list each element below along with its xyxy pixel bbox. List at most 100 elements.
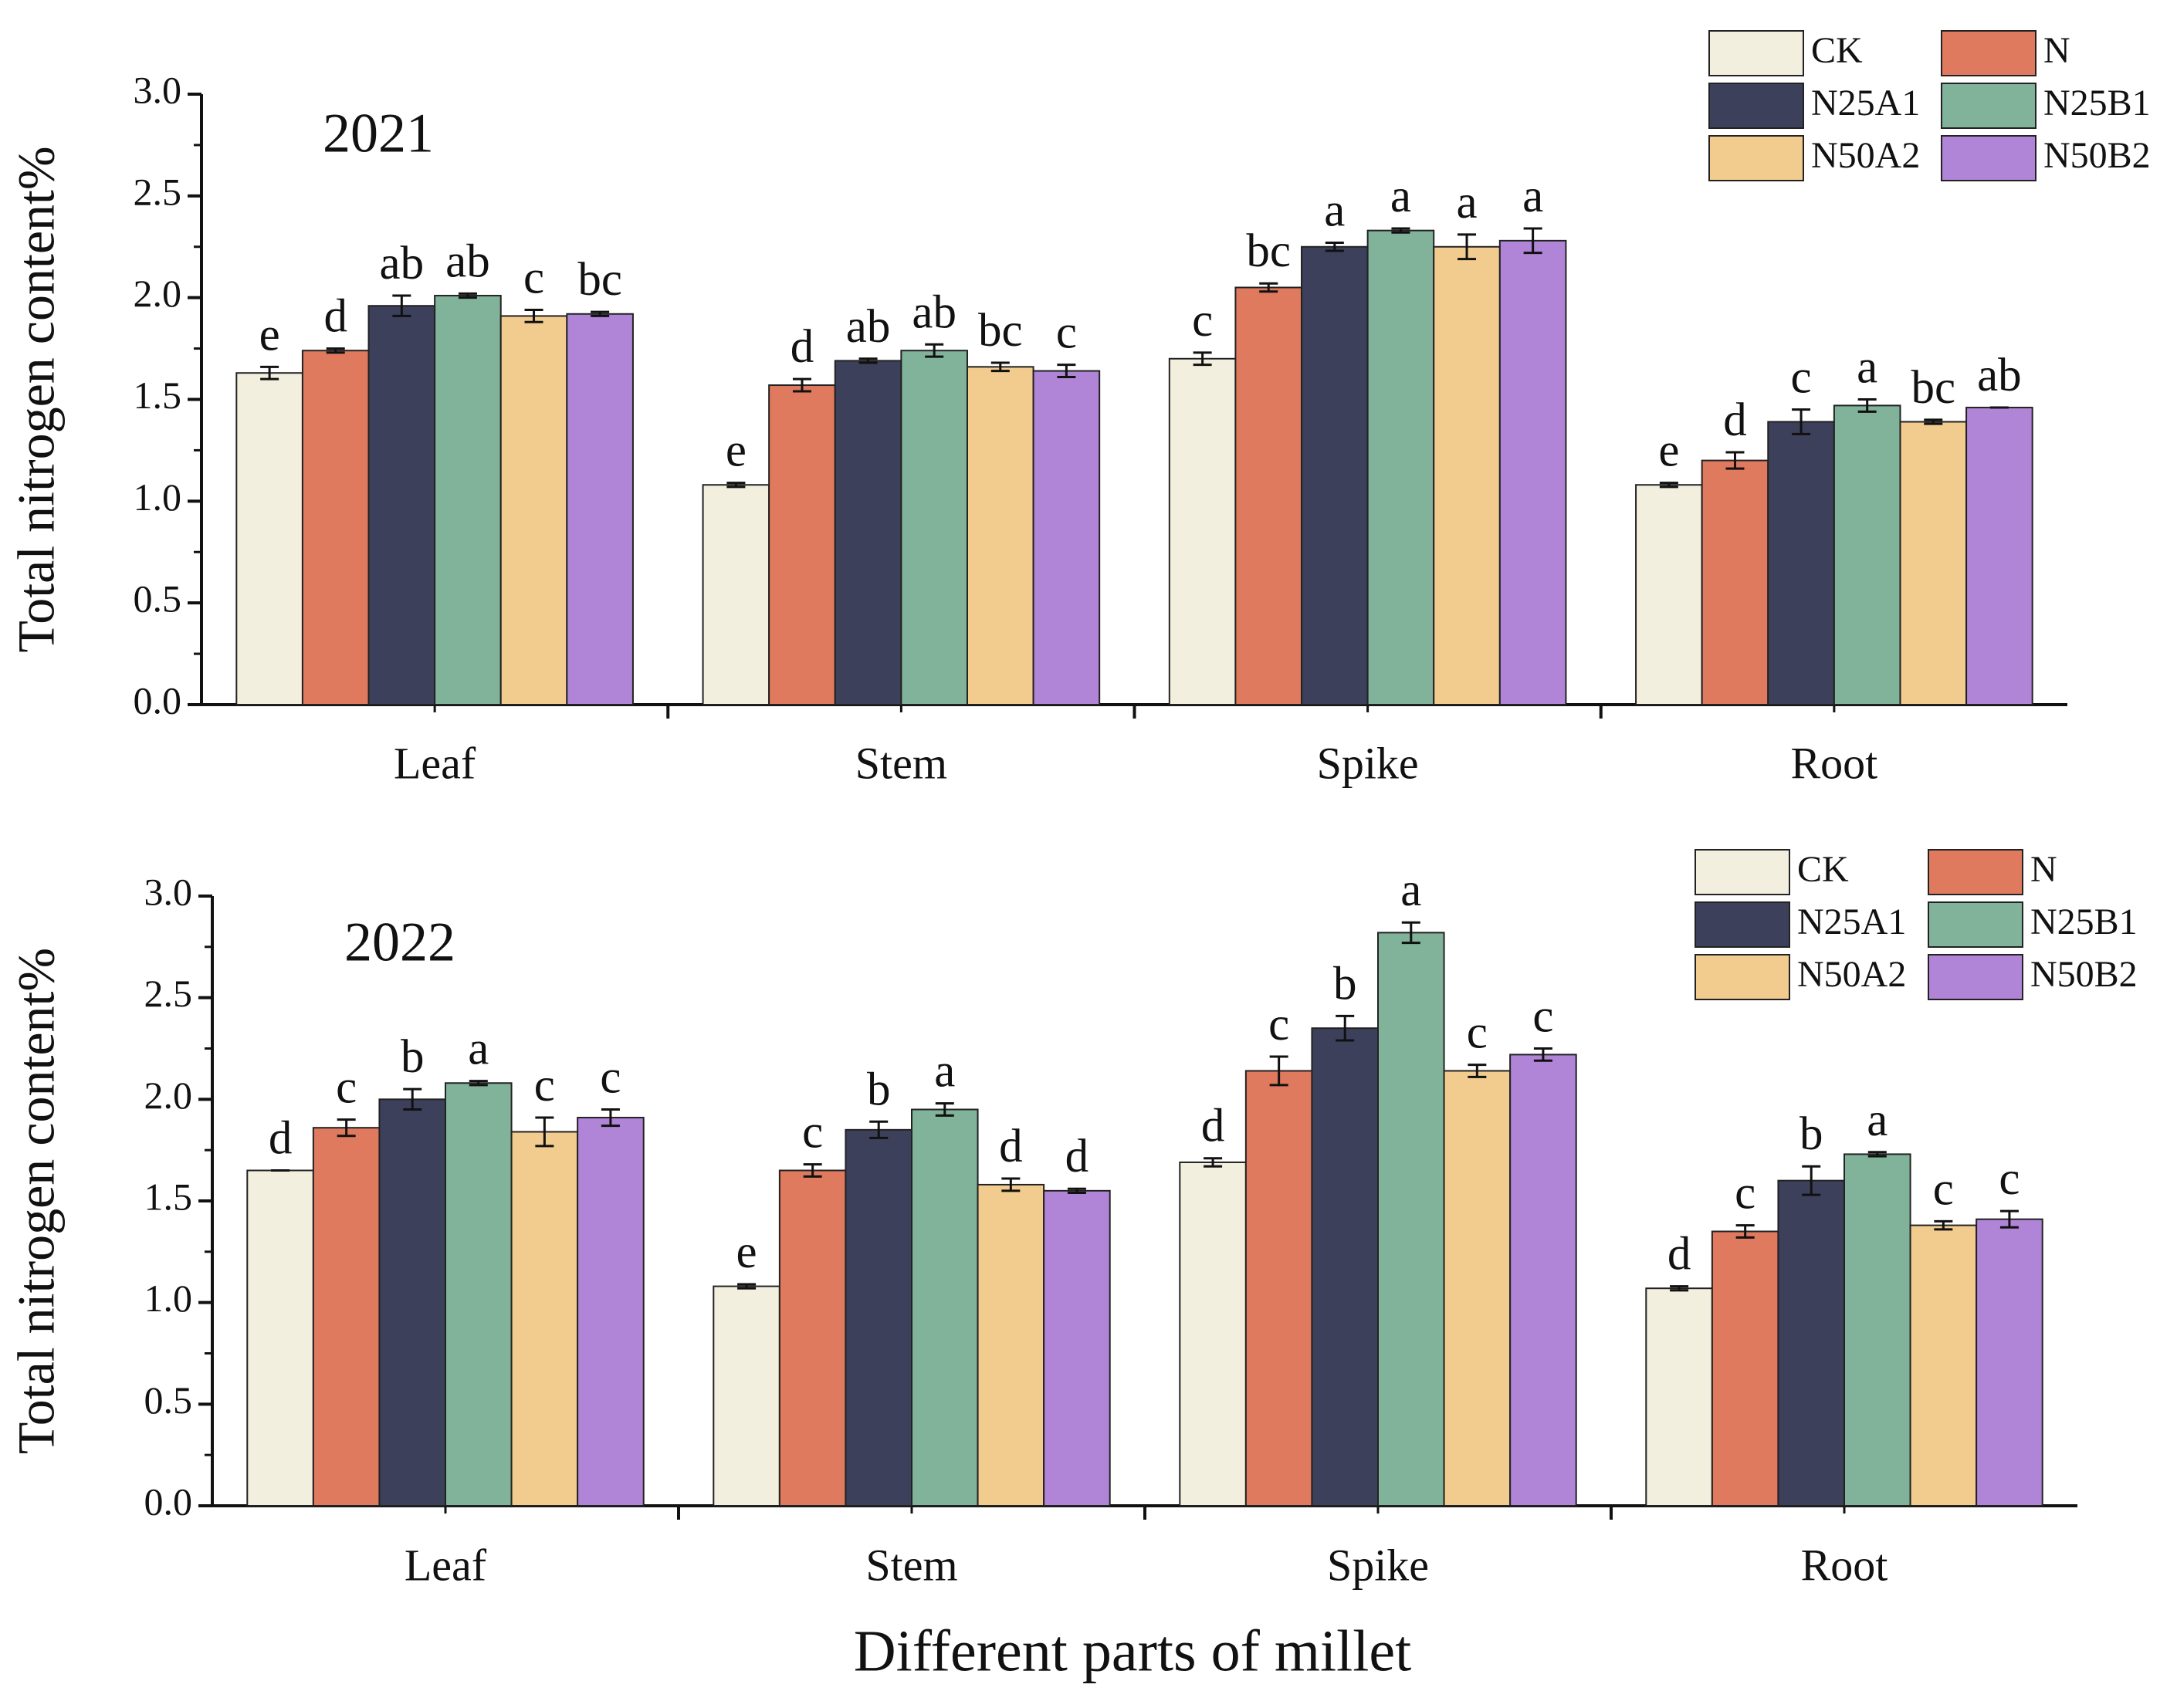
- legend-label: N25A1: [1797, 901, 1906, 942]
- y-tick-label: 3.0: [134, 68, 182, 111]
- legend-label: CK: [1797, 849, 1849, 890]
- bar: [1032, 370, 1101, 705]
- bar: [1234, 286, 1303, 705]
- error-bar: [535, 1116, 554, 1148]
- y-tick-label: 0.5: [134, 577, 182, 621]
- error-bar: [1057, 364, 1076, 378]
- error-bar: [1204, 1157, 1223, 1168]
- bar: [1498, 239, 1567, 705]
- error-bar: [1934, 1219, 1953, 1231]
- significance-letter: c: [1791, 352, 1812, 404]
- error-bar: [737, 1283, 757, 1290]
- significance-letter: d: [1201, 1101, 1225, 1152]
- bar: [1711, 1230, 1779, 1507]
- x-tick-label: Spike: [1317, 738, 1419, 788]
- significance-letter: bc: [978, 305, 1023, 357]
- significance-letter: d: [323, 291, 347, 343]
- bar: [977, 1183, 1045, 1507]
- legend-swatch: [1928, 954, 2023, 1000]
- bar: [1443, 1070, 1512, 1507]
- bar: [911, 1108, 979, 1507]
- significance-letter: a: [1390, 171, 1411, 222]
- bar: [1635, 484, 1703, 705]
- error-bar: [726, 482, 746, 489]
- y-tick-label: 2.0: [144, 1074, 193, 1117]
- y-tick-label: 2.5: [134, 170, 182, 213]
- legend-swatch: [1941, 30, 2036, 76]
- bar: [1509, 1054, 1577, 1507]
- legend-swatch: [1928, 901, 2023, 948]
- bar: [246, 1169, 314, 1507]
- error-bar: [1458, 233, 1477, 261]
- legend-swatch: [1695, 954, 1790, 1000]
- error-bar: [1670, 1285, 1689, 1292]
- bar: [434, 295, 502, 705]
- error-bar: [792, 377, 811, 393]
- legend-label: N: [2030, 849, 2057, 890]
- error-bar: [1325, 241, 1344, 252]
- y-tick-label: 3.0: [144, 870, 193, 913]
- bar: [1168, 357, 1237, 705]
- significance-letter: b: [401, 1031, 425, 1083]
- significance-letter: b: [1333, 958, 1357, 1010]
- significance-letter: a: [468, 1023, 489, 1075]
- bar: [768, 384, 836, 705]
- significance-letter: bc: [577, 254, 622, 306]
- legend-swatch: [1708, 135, 1804, 181]
- bar: [312, 1127, 381, 1507]
- error-bar: [591, 310, 610, 317]
- significance-letter: a: [934, 1046, 955, 1098]
- bar: [1179, 1161, 1247, 1507]
- error-bar: [1924, 418, 1943, 425]
- bar: [1377, 932, 1445, 1507]
- error-bar: [1659, 482, 1678, 489]
- y-tick-label: 1.0: [144, 1277, 193, 1320]
- legend-swatch: [1695, 901, 1790, 948]
- legend-swatch: [1708, 83, 1804, 129]
- bar: [1244, 1070, 1313, 1507]
- bar: [834, 360, 902, 705]
- bar: [1909, 1224, 1978, 1507]
- error-bar: [1401, 921, 1420, 945]
- error-bar: [1999, 1209, 2019, 1229]
- error-bar: [260, 365, 279, 380]
- bar: [1301, 245, 1369, 705]
- error-bar: [1067, 1187, 1086, 1194]
- bar: [1701, 459, 1769, 705]
- significance-letter: c: [1735, 1168, 1755, 1219]
- bar: [1366, 229, 1435, 705]
- error-bar: [458, 292, 477, 299]
- error-bar: [1802, 1165, 1821, 1196]
- significance-letter: b: [867, 1064, 891, 1115]
- significance-letter: c: [1268, 999, 1289, 1050]
- bar: [1433, 245, 1501, 705]
- significance-letter: c: [336, 1062, 357, 1114]
- bar: [445, 1082, 513, 1507]
- significance-letter: b: [1799, 1108, 1823, 1160]
- error-bar: [925, 343, 944, 358]
- y-tick-label: 1.5: [144, 1175, 193, 1218]
- error-bar: [524, 308, 543, 323]
- bar: [900, 350, 968, 705]
- error-bar: [1259, 282, 1278, 293]
- legend-label: N25A1: [1811, 83, 1920, 123]
- error-bar: [403, 1087, 422, 1111]
- legend-label: N25B1: [2030, 901, 2138, 942]
- significance-letter: d: [1723, 394, 1747, 446]
- significance-letter: c: [1999, 1153, 2020, 1205]
- bar: [713, 1285, 780, 1507]
- significance-letter: c: [802, 1107, 823, 1158]
- significance-letter: c: [1933, 1163, 1954, 1215]
- panel-title: 2021: [323, 103, 434, 164]
- error-bar: [1193, 351, 1212, 367]
- y-tick-label: 0.0: [134, 678, 182, 722]
- bar: [1043, 1189, 1111, 1507]
- error-bar: [392, 294, 411, 317]
- significance-letter: ab: [380, 238, 425, 289]
- significance-letter: c: [534, 1060, 555, 1111]
- error-bar: [1523, 227, 1542, 255]
- legend-swatch: [1928, 849, 2023, 895]
- legend-swatch: [1941, 83, 2036, 129]
- y-tick-label: 2.0: [134, 272, 182, 315]
